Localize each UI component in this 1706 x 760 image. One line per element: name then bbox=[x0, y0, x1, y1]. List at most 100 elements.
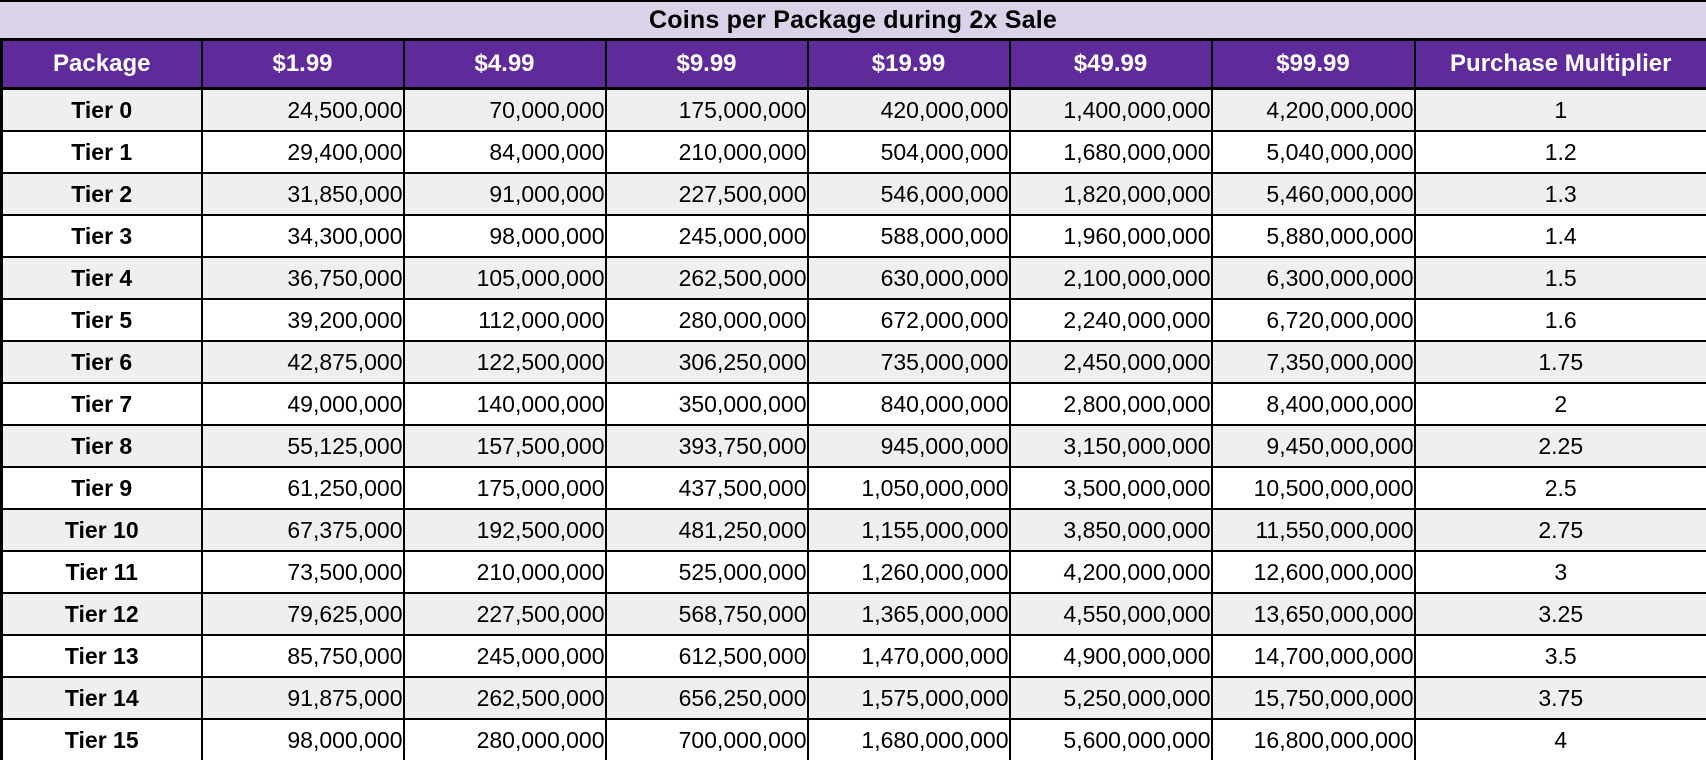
table-row: Tier 12 79,625,000 227,500,000 568,750,000 1… bbox=[0, 592, 1706, 636]
coins-value-cell: 227,500,000 bbox=[402, 592, 607, 636]
coins-value-cell: 2,800,000,000 bbox=[1008, 382, 1213, 426]
coins-value-cell: 5,040,000,000 bbox=[1210, 130, 1416, 174]
coins-value-cell: 700,000,000 bbox=[604, 718, 809, 760]
coins-value-cell: 6,720,000,000 bbox=[1210, 298, 1416, 342]
coins-value-cell: 656,250,000 bbox=[604, 676, 809, 720]
coins-per-package-table: Package $1.99 $4.99 $9.99 $19.99 $49.99 $99.99… bbox=[0, 38, 1706, 760]
table-row: Tier 7 49,000,000 140,000,000 350,000,000 84… bbox=[0, 382, 1706, 426]
table-row: Tier 8 55,125,000 157,500,000 393,750,000 94… bbox=[0, 424, 1706, 468]
coins-value-cell: 1,155,000,000 bbox=[806, 508, 1011, 552]
tier-label: Tier 14 bbox=[0, 676, 203, 720]
coins-value-cell: 1,470,000,000 bbox=[806, 634, 1011, 678]
coins-value-cell: 262,500,000 bbox=[402, 676, 607, 720]
purchase-multiplier-cell: 2.5 bbox=[1413, 466, 1706, 510]
coins-value-cell: 1,575,000,000 bbox=[806, 676, 1011, 720]
coins-value-cell: 504,000,000 bbox=[806, 130, 1011, 174]
purchase-multiplier-cell: 2 bbox=[1413, 382, 1706, 426]
coins-value-cell: 3,500,000,000 bbox=[1008, 466, 1213, 510]
column-header-4-99: $4.99 bbox=[402, 38, 607, 90]
table-row: Tier 15 98,000,000 280,000,000 700,000,000 1… bbox=[0, 718, 1706, 760]
coins-value-cell: 11,550,000,000 bbox=[1210, 508, 1416, 552]
coins-value-cell: 14,700,000,000 bbox=[1210, 634, 1416, 678]
coins-value-cell: 91,000,000 bbox=[402, 172, 607, 216]
coins-value-cell: 393,750,000 bbox=[604, 424, 809, 468]
coins-value-cell: 6,300,000,000 bbox=[1210, 256, 1416, 300]
coins-value-cell: 546,000,000 bbox=[806, 172, 1011, 216]
coins-value-cell: 175,000,000 bbox=[604, 87, 809, 132]
coins-value-cell: 79,625,000 bbox=[200, 592, 405, 636]
coins-value-cell: 12,600,000,000 bbox=[1210, 550, 1416, 594]
table-row: Tier 6 42,875,000 122,500,000 306,250,000 73… bbox=[0, 340, 1706, 384]
coins-value-cell: 2,100,000,000 bbox=[1008, 256, 1213, 300]
table-row: Tier 9 61,250,000 175,000,000 437,500,000 1,… bbox=[0, 466, 1706, 510]
table-row: Tier 10 67,375,000 192,500,000 481,250,000 1… bbox=[0, 508, 1706, 552]
coins-value-cell: 3,850,000,000 bbox=[1008, 508, 1213, 552]
coins-value-cell: 1,260,000,000 bbox=[806, 550, 1011, 594]
coins-value-cell: 98,000,000 bbox=[200, 718, 405, 760]
coins-value-cell: 16,800,000,000 bbox=[1210, 718, 1416, 760]
tier-label: Tier 2 bbox=[0, 172, 203, 216]
column-header-99-99: $99.99 bbox=[1210, 38, 1416, 90]
coins-value-cell: 24,500,000 bbox=[200, 87, 405, 132]
coins-value-cell: 4,550,000,000 bbox=[1008, 592, 1213, 636]
coins-value-cell: 2,450,000,000 bbox=[1008, 340, 1213, 384]
purchase-multiplier-cell: 1.4 bbox=[1413, 214, 1706, 258]
coins-value-cell: 5,460,000,000 bbox=[1210, 172, 1416, 216]
coins-value-cell: 49,000,000 bbox=[200, 382, 405, 426]
coins-value-cell: 672,000,000 bbox=[806, 298, 1011, 342]
coins-value-cell: 55,125,000 bbox=[200, 424, 405, 468]
coins-value-cell: 13,650,000,000 bbox=[1210, 592, 1416, 636]
purchase-multiplier-cell: 3 bbox=[1413, 550, 1706, 594]
table-title: Coins per Package during 2x Sale bbox=[0, 0, 1706, 38]
coins-value-cell: 1,960,000,000 bbox=[1008, 214, 1213, 258]
table-row: Tier 5 39,200,000 112,000,000 280,000,000 67… bbox=[0, 298, 1706, 342]
coins-value-cell: 306,250,000 bbox=[604, 340, 809, 384]
tier-label: Tier 12 bbox=[0, 592, 203, 636]
tier-label: Tier 0 bbox=[0, 87, 203, 132]
tier-label: Tier 10 bbox=[0, 508, 203, 552]
coins-value-cell: 612,500,000 bbox=[604, 634, 809, 678]
coins-value-cell: 262,500,000 bbox=[604, 256, 809, 300]
coins-value-cell: 4,200,000,000 bbox=[1210, 87, 1416, 132]
table-row: Tier 14 91,875,000 262,500,000 656,250,000 1… bbox=[0, 676, 1706, 720]
coins-value-cell: 1,050,000,000 bbox=[806, 466, 1011, 510]
purchase-multiplier-cell: 1.3 bbox=[1413, 172, 1706, 216]
coins-value-cell: 10,500,000,000 bbox=[1210, 466, 1416, 510]
purchase-multiplier-cell: 1.75 bbox=[1413, 340, 1706, 384]
coins-value-cell: 5,250,000,000 bbox=[1008, 676, 1213, 720]
coins-value-cell: 61,250,000 bbox=[200, 466, 405, 510]
coins-value-cell: 481,250,000 bbox=[604, 508, 809, 552]
column-header-9-99: $9.99 bbox=[604, 38, 809, 90]
purchase-multiplier-cell: 3.5 bbox=[1413, 634, 1706, 678]
table-row: Tier 1 29,400,000 84,000,000 210,000,000 504… bbox=[0, 130, 1706, 174]
tier-label: Tier 3 bbox=[0, 214, 203, 258]
purchase-multiplier-cell: 2.25 bbox=[1413, 424, 1706, 468]
tier-label: Tier 6 bbox=[0, 340, 203, 384]
column-header-purchase-multiplier: Purchase Multiplier bbox=[1413, 38, 1706, 90]
tier-label: Tier 7 bbox=[0, 382, 203, 426]
coins-value-cell: 4,200,000,000 bbox=[1008, 550, 1213, 594]
coins-value-cell: 630,000,000 bbox=[806, 256, 1011, 300]
coins-value-cell: 420,000,000 bbox=[806, 87, 1011, 132]
coins-value-cell: 2,240,000,000 bbox=[1008, 298, 1213, 342]
coins-value-cell: 7,350,000,000 bbox=[1210, 340, 1416, 384]
coins-value-cell: 29,400,000 bbox=[200, 130, 405, 174]
coins-value-cell: 1,680,000,000 bbox=[1008, 130, 1213, 174]
coins-value-cell: 4,900,000,000 bbox=[1008, 634, 1213, 678]
coins-value-cell: 73,500,000 bbox=[200, 550, 405, 594]
purchase-multiplier-cell: 1.2 bbox=[1413, 130, 1706, 174]
purchase-multiplier-cell: 1.5 bbox=[1413, 256, 1706, 300]
purchase-multiplier-cell: 1 bbox=[1413, 87, 1706, 132]
coins-value-cell: 67,375,000 bbox=[200, 508, 405, 552]
coins-value-cell: 157,500,000 bbox=[402, 424, 607, 468]
coins-value-cell: 8,400,000,000 bbox=[1210, 382, 1416, 426]
coins-value-cell: 210,000,000 bbox=[402, 550, 607, 594]
column-header-49-99: $49.99 bbox=[1008, 38, 1213, 90]
purchase-multiplier-cell: 1.6 bbox=[1413, 298, 1706, 342]
coins-value-cell: 350,000,000 bbox=[604, 382, 809, 426]
coins-value-cell: 39,200,000 bbox=[200, 298, 405, 342]
coins-value-cell: 1,400,000,000 bbox=[1008, 87, 1213, 132]
coins-value-cell: 1,365,000,000 bbox=[806, 592, 1011, 636]
table-row: Tier 11 73,500,000 210,000,000 525,000,000 1… bbox=[0, 550, 1706, 594]
